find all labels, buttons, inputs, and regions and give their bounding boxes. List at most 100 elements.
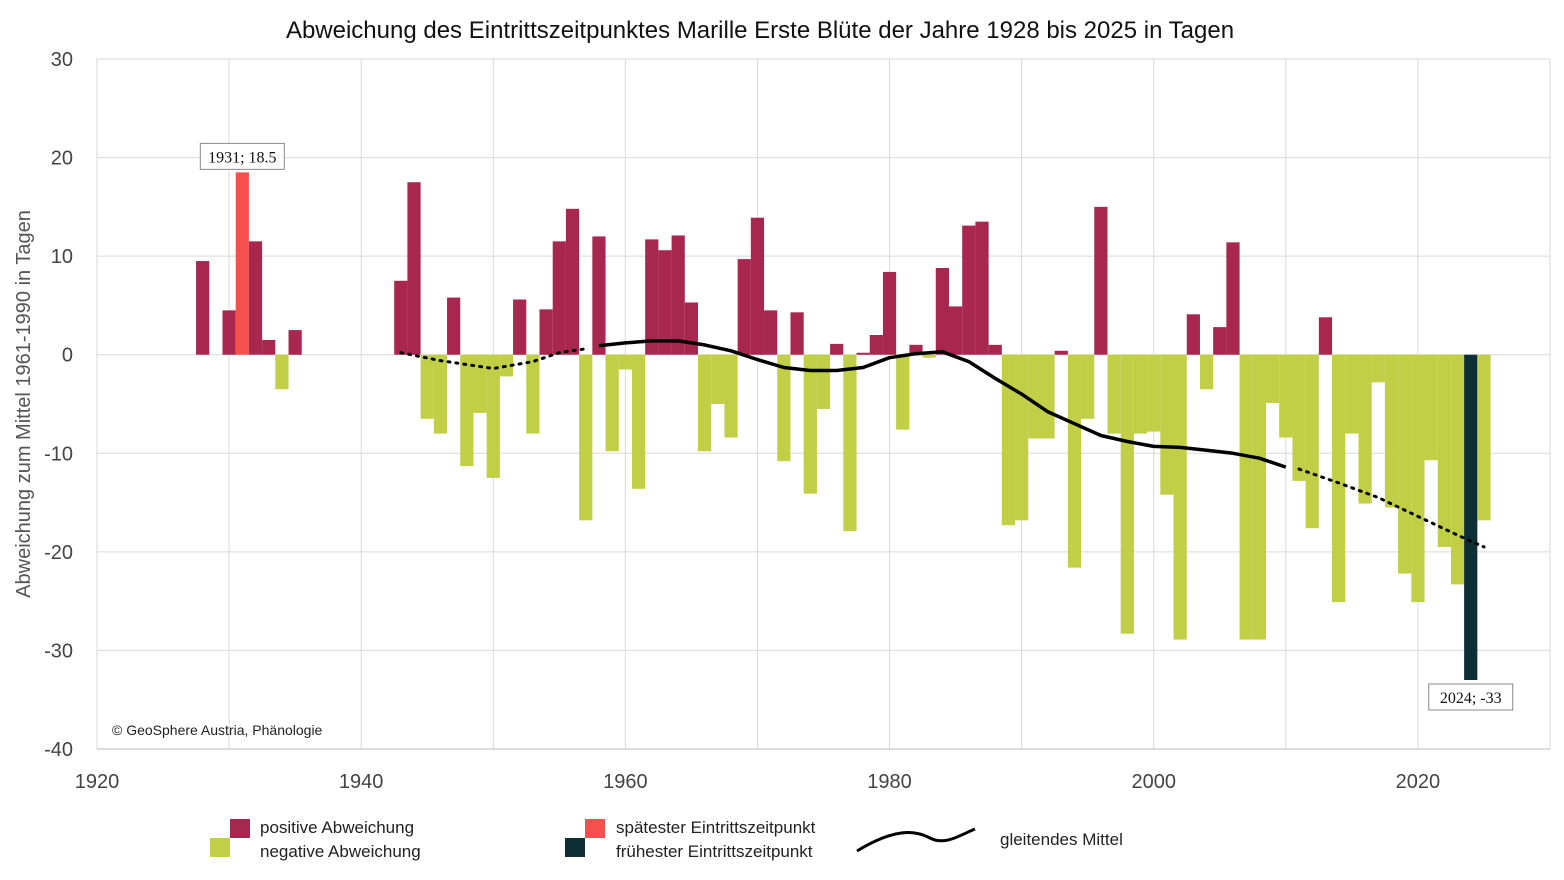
y-tick-label: -10 [44,443,73,465]
bar-negative [1384,354,1399,508]
bar-positive [513,299,527,355]
moving-average-line [598,339,1287,469]
bar-negative [605,354,619,452]
bar-positive [447,297,461,355]
bar-negative [1305,354,1319,529]
bar-positive [222,310,236,355]
bar-positive [869,335,883,355]
bar-positive [565,208,580,355]
bar-negative [420,354,434,419]
bar-positive [645,239,659,355]
bar-positive [962,225,976,355]
bar-positive [975,221,989,355]
legend: positive Abweichung negative Abweichung … [210,818,1123,861]
copyright: © GeoSphere Austria, Phänologie [112,722,323,738]
bar-negative [275,354,289,390]
legend-label-earliest: frühester Eintrittszeitpunkt [616,842,813,861]
bar-negative [526,354,540,434]
bar-negative [1239,354,1253,640]
bar-negative [460,354,474,467]
bar-negative [1173,354,1187,640]
bar-negative [579,354,593,521]
bar-negative [1332,354,1346,603]
bar-negative [486,354,500,478]
x-tick-label: 1960 [603,771,648,793]
bar-positive [750,217,765,355]
bar-earliest [1464,354,1478,680]
bar-positive [948,306,963,355]
bar-positive [856,352,870,355]
bar-negative [1358,354,1372,504]
bar-negative [1252,354,1267,640]
bar-negative [1279,354,1293,438]
bar-positive [1094,206,1108,355]
bar-positive [552,241,566,355]
legend-label-negative: negative Abweichung [260,842,421,861]
bar-positive [671,235,685,355]
x-tick-label: 1980 [867,771,912,793]
x-tick-label: 1940 [339,771,384,793]
bar-negative [1081,354,1095,419]
bar-negative [1424,354,1438,461]
bar-positive [1318,317,1333,355]
bar-positive [684,302,699,355]
legend-swatch-positive [230,819,250,838]
bar-negative [816,354,831,409]
bar-negative [1028,354,1042,439]
bar-negative [1477,354,1491,521]
bar-negative [803,354,817,494]
y-tick-label: 10 [51,246,73,268]
data-label-box [199,142,285,170]
bar-positive [288,330,302,355]
legend-label-positive: positive Abweichung [260,818,414,837]
legend-swatch-negative [210,838,230,857]
bar-negative [433,354,448,434]
y-tick-label: 30 [51,49,73,71]
bar-negative [1160,354,1174,495]
bar-negative [1292,354,1306,481]
x-tick-label: 1920 [75,771,120,793]
moving-average-dotted-start [399,347,588,371]
bar-positive [988,344,1002,355]
bar-positive [1186,314,1200,355]
bar-positive [737,259,751,355]
bar-negative [1371,354,1385,383]
bar-positive [830,343,844,355]
bar-negative [777,354,791,462]
bar-positive [262,339,276,355]
bar-positive [790,312,804,355]
bar-negative [1041,354,1055,439]
data-label-box [1428,683,1514,711]
x-tick-label: 2000 [1131,771,1176,793]
bar-negative [1015,354,1029,521]
legend-label-mean: gleitendes Mittel [1000,830,1123,849]
bar-positive [764,310,778,355]
data-label: 2024; -33 [1440,690,1502,707]
annotations: 1931; 18.5 2024; -33 [199,142,1514,711]
legend-swatch-earliest [565,838,585,857]
bar-negative [1107,354,1121,434]
bar-negative [1345,354,1359,434]
bar-positive [196,261,210,355]
y-tick-label: -30 [44,640,73,662]
bar-negative [1067,354,1082,568]
bar-negative [698,354,712,452]
bar-positive [1226,242,1240,355]
bar-negative [724,354,738,438]
data-label: 1931; 18.5 [208,149,276,166]
y-tick-label: 0 [62,345,73,367]
y-tick-label: 20 [51,148,73,170]
bar-negative [1266,354,1280,404]
bar-negative [473,354,487,413]
bar-negative [843,354,857,532]
bar-positive [407,182,421,355]
bars [196,172,1491,680]
bar-negative [618,354,632,370]
bar-negative [922,354,936,358]
bar-positive [1054,350,1068,355]
bar-negative [1398,354,1412,574]
bar-positive [248,241,263,355]
bar-positive [658,250,672,355]
bar-negative [896,354,910,430]
